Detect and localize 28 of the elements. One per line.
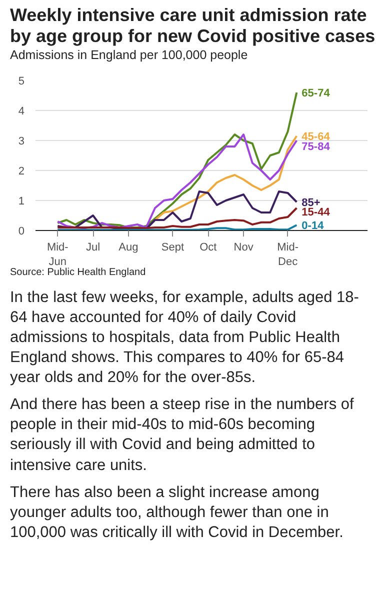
y-tick-label: 4 — [18, 106, 25, 118]
line-series — [56, 92, 298, 229]
text: In the last few weeks, for example, adults aged 18-64 have accounted for 40% of daily Covid admissions to hospitals, data from Public Health England shows. This compares to 40% for 65-84 year olds and 20% for the over-85s. — [10, 288, 360, 388]
line-series — [56, 207, 298, 230]
y-tick-label: 1 — [18, 196, 25, 208]
series-label: 15-44 — [302, 206, 331, 219]
y-tick-label: 2 — [18, 166, 25, 178]
x-tick-label: Aug — [118, 242, 138, 254]
y-tick-label: 3 — [18, 136, 25, 148]
x-tick-label: Mid-Dec — [277, 242, 299, 268]
y-tick-label: 5 — [18, 76, 25, 88]
chart-subtitle: Admissions in England per 100,000 people — [10, 47, 248, 64]
x-tick-label: Mid-Jun — [46, 242, 69, 268]
x-tick-label: Jul — [86, 242, 100, 254]
line-series — [56, 134, 298, 230]
text: There has also been a slight increase among younger adults too, although fewer than one in 100,000 was critically ill with Covid in December. — [10, 482, 344, 544]
series-label: 75-84 — [302, 141, 331, 154]
x-tick-label: Nov — [234, 242, 254, 254]
series-label: 45-64 — [302, 131, 331, 144]
x-tick-label: Sept — [161, 242, 184, 254]
series-label: 65-74 — [302, 88, 331, 100]
source-note: Source: Public Health England — [10, 266, 146, 280]
x-tick-label: Oct — [200, 242, 217, 254]
y-tick-label: 0 — [18, 226, 25, 238]
series-label: 0-14 — [302, 220, 325, 232]
text: And there has been a steep rise in the numbers of people in their mid-40s to mid-60s becoming seriously ill with Covid and being admitted to intensive care units. — [10, 395, 355, 476]
chart-title: Weekly intensive care unit admission rate by age group for new Covid positive cases — [10, 5, 376, 46]
line-series — [154, 135, 298, 222]
